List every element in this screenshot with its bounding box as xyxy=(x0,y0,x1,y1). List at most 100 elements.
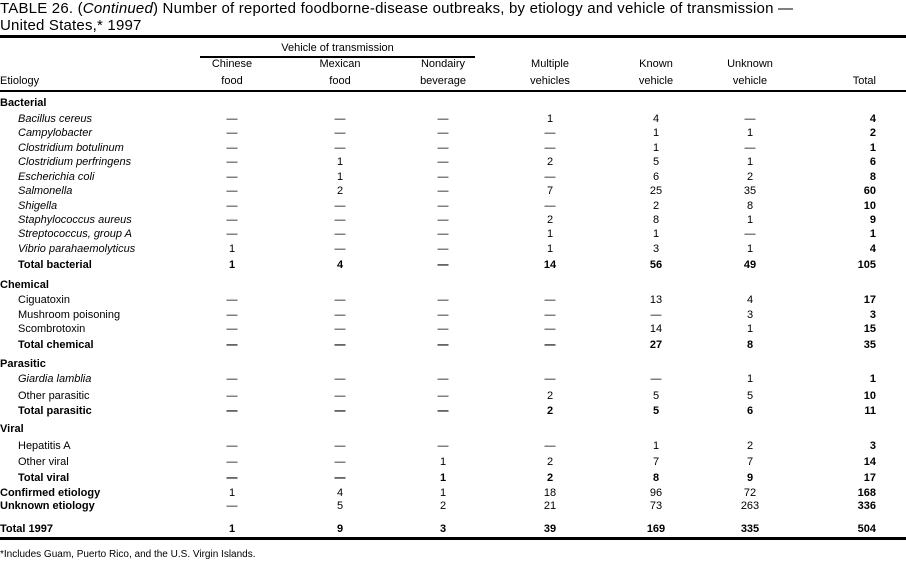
table-cell: 2 xyxy=(746,171,754,183)
column-header-2-line2: food xyxy=(329,75,351,87)
table-cell: 1 xyxy=(228,259,236,271)
table-cell: 14 xyxy=(649,323,663,335)
total-cell: 3 xyxy=(869,309,876,321)
table-cell: — xyxy=(437,113,449,125)
section-header: Bacterial xyxy=(0,97,47,109)
table-cell: — xyxy=(226,294,238,306)
title-main: ) Number of reported foodborne-disease o… xyxy=(152,0,794,17)
table-cell: 6 xyxy=(652,171,660,183)
table-cell: 5 xyxy=(746,390,754,402)
total-cell: 9 xyxy=(869,214,876,226)
row-label: Giardia lamblia xyxy=(18,373,92,385)
table-cell: 1 xyxy=(652,228,660,240)
row-label: Clostridium botulinum xyxy=(18,142,124,154)
table-cell: — xyxy=(226,156,238,168)
table-cell: — xyxy=(226,373,238,385)
total-cell: 3 xyxy=(869,440,876,452)
row-label: Bacillus cereus xyxy=(18,113,92,125)
table-cell: — xyxy=(744,228,756,240)
table-cell: 1 xyxy=(228,243,236,255)
column-header-5-line2: vehicle xyxy=(638,75,674,87)
table-cell: — xyxy=(437,323,449,335)
table-cell: 2 xyxy=(546,156,554,168)
table-cell: — xyxy=(744,142,756,154)
total-cell: 11 xyxy=(864,405,876,417)
column-header-1-line2: food xyxy=(221,75,243,87)
row-label: Salmonella xyxy=(18,185,73,197)
table-cell: — xyxy=(334,339,346,351)
table-cell: — xyxy=(544,127,556,139)
column-header-2-line1: Mexican xyxy=(319,58,361,70)
table-cell: 2 xyxy=(439,500,447,512)
table-cell: 2 xyxy=(546,214,554,226)
table-cell: 2 xyxy=(546,456,554,468)
row-label: Total viral xyxy=(18,472,70,484)
bottom-rule xyxy=(0,537,906,540)
table-cell: — xyxy=(334,127,346,139)
table-cell: 35 xyxy=(743,185,757,197)
row-label: Other viral xyxy=(18,456,69,468)
table-cell: 18 xyxy=(543,487,557,499)
row-label: Shigella xyxy=(18,200,58,212)
table-cell: — xyxy=(544,142,556,154)
total-cell: 10 xyxy=(863,390,876,402)
table-cell: 7 xyxy=(652,456,660,468)
table-cell: — xyxy=(334,200,346,212)
table-cell: 1 xyxy=(336,156,344,168)
section-header: Parasitic xyxy=(0,358,46,370)
section-header: Chemical xyxy=(0,279,49,291)
table-cell: — xyxy=(437,294,449,306)
table-cell: — xyxy=(226,185,238,197)
row-label: Unknown etiology xyxy=(0,500,95,512)
row-label: Total bacterial xyxy=(18,259,92,271)
row-label: Total parasitic xyxy=(18,405,92,417)
table-cell: 335 xyxy=(740,523,760,535)
column-header-4-line1: Multiple xyxy=(531,58,569,70)
total-cell: 6 xyxy=(869,156,876,168)
table-cell: — xyxy=(437,243,449,255)
section-header: Viral xyxy=(0,423,24,435)
table-cell: — xyxy=(334,373,346,385)
table-cell: 3 xyxy=(439,523,447,535)
table-cell: — xyxy=(334,142,346,154)
table-cell: 7 xyxy=(746,456,754,468)
table-cell: 2 xyxy=(546,390,554,402)
table-cell: — xyxy=(437,405,449,417)
table-cell: 1 xyxy=(439,456,447,468)
total-cell: 1 xyxy=(869,228,876,240)
table-cell: — xyxy=(226,339,238,351)
table-cell: 5 xyxy=(336,500,344,512)
table-cell: 8 xyxy=(746,200,754,212)
table-cell: — xyxy=(334,309,346,321)
table-cell: — xyxy=(437,127,449,139)
table-cell: 9 xyxy=(746,472,754,484)
table-cell: — xyxy=(226,440,238,452)
total-cell: 1 xyxy=(869,373,876,385)
table-cell: 1 xyxy=(652,142,660,154)
table-cell: 2 xyxy=(546,405,554,417)
table-cell: 1 xyxy=(746,156,754,168)
table-cell: 1 xyxy=(652,127,660,139)
table-cell: — xyxy=(334,440,346,452)
row-label: Staphylococcus aureus xyxy=(18,214,132,226)
table-cell: — xyxy=(437,373,449,385)
row-label: Escherichia coli xyxy=(18,171,95,183)
row-label: Mushroom poisoning xyxy=(18,309,121,321)
table-cell: — xyxy=(437,156,449,168)
table-cell: 73 xyxy=(649,500,663,512)
total-cell: 14 xyxy=(863,456,876,468)
table-cell: — xyxy=(544,171,556,183)
table-cell: 49 xyxy=(743,259,757,271)
total-cell: 336 xyxy=(857,500,876,512)
table-cell: 8 xyxy=(746,339,754,351)
top-rule xyxy=(0,35,906,38)
table-cell: 2 xyxy=(746,440,754,452)
row-label: Confirmed etiology xyxy=(0,487,101,499)
table-cell: — xyxy=(437,390,449,402)
table-cell: 4 xyxy=(336,259,344,271)
total-cell: 8 xyxy=(869,171,876,183)
row-label: Streptococcus, group A xyxy=(18,228,132,240)
table-cell: — xyxy=(226,113,238,125)
table-cell: 263 xyxy=(740,500,760,512)
table-cell: 96 xyxy=(649,487,663,499)
